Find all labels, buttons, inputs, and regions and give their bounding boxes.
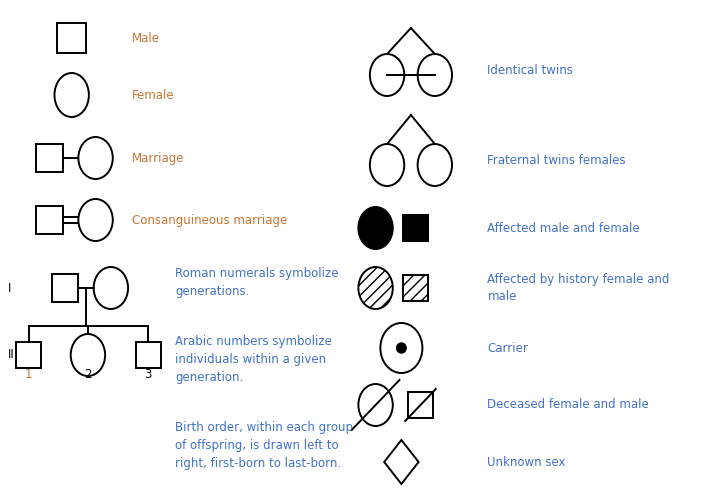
Text: Birth order, within each group
of offspring, is drawn left to
right, first-born : Birth order, within each group of offspr… <box>175 420 353 469</box>
Bar <box>57 23 86 53</box>
Text: Unknown sex: Unknown sex <box>487 455 566 468</box>
Text: Roman numerals symbolize
generations.: Roman numerals symbolize generations. <box>175 268 338 299</box>
Bar <box>408 392 433 418</box>
Text: 2: 2 <box>84 369 92 381</box>
Text: Identical twins: Identical twins <box>487 64 573 77</box>
Text: Consanguineous marriage: Consanguineous marriage <box>132 213 287 226</box>
Ellipse shape <box>358 267 393 309</box>
Bar <box>403 215 428 241</box>
Text: Female: Female <box>132 89 175 102</box>
Text: 1: 1 <box>25 369 32 381</box>
Text: I: I <box>8 282 11 295</box>
Bar <box>37 144 63 172</box>
Bar <box>135 342 161 368</box>
Text: Carrier: Carrier <box>487 342 528 355</box>
Text: Marriage: Marriage <box>132 151 185 164</box>
Ellipse shape <box>397 343 406 353</box>
Text: Arabic numbers symbolize
individuals within a given
generation.: Arabic numbers symbolize individuals wit… <box>175 336 332 384</box>
Bar <box>403 275 428 301</box>
Text: 3: 3 <box>145 369 152 381</box>
Text: Deceased female and male: Deceased female and male <box>487 398 649 411</box>
Ellipse shape <box>358 207 393 249</box>
Bar <box>51 274 78 302</box>
Text: Male: Male <box>132 32 160 45</box>
Bar <box>37 206 63 234</box>
Text: Affected by history female and
male: Affected by history female and male <box>487 273 670 304</box>
Bar <box>16 342 41 368</box>
Text: II: II <box>8 349 14 362</box>
Text: Fraternal twins females: Fraternal twins females <box>487 153 626 166</box>
Text: Affected male and female: Affected male and female <box>487 221 640 234</box>
